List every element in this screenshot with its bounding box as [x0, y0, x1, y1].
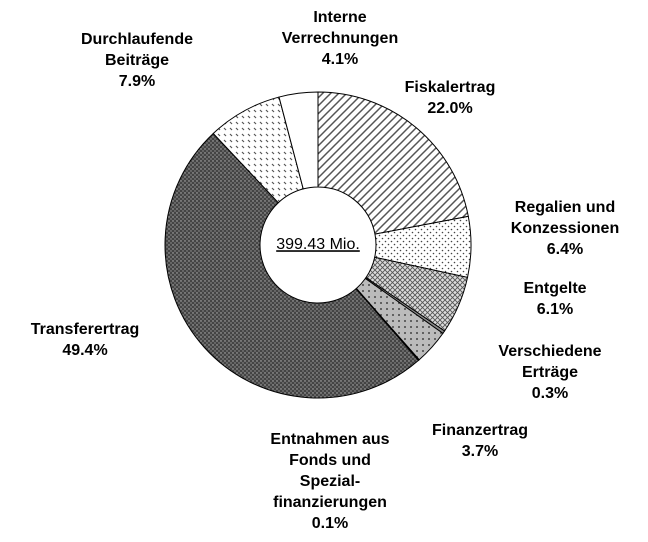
slice-label: Entnahmen aus [270, 431, 389, 448]
slice-label: Durchlaufende [81, 31, 193, 48]
value-label: 0.1% [312, 515, 348, 532]
value-label: 22.0% [427, 100, 472, 117]
slice-label: Interne [313, 9, 366, 26]
slice-label: Verrechnungen [282, 30, 398, 47]
slice-label: Fonds und [289, 452, 371, 469]
slice-label: finanzierungen [273, 494, 387, 511]
value-label: 6.4% [547, 241, 583, 258]
slice-label: Regalien und [515, 199, 615, 216]
value-label: 7.9% [119, 73, 155, 90]
slice-label: Beiträge [105, 52, 169, 69]
slice-label: Transferertrag [31, 321, 140, 338]
slice-label: Verschiedene [498, 343, 601, 360]
value-label: 6.1% [537, 301, 573, 318]
slice-label: Spezial- [300, 473, 360, 490]
value-label: 49.4% [62, 342, 107, 359]
slice-label: Entgelte [523, 280, 586, 297]
slice-label: Konzessionen [511, 220, 619, 237]
wedge [164, 132, 420, 399]
slice-label: Fiskalertrag [405, 79, 496, 96]
wedge [317, 91, 469, 235]
value-label: 4.1% [322, 51, 358, 68]
slice-label: Erträge [522, 364, 578, 381]
value-label: 0.3% [532, 385, 568, 402]
slice-label: Finanzertrag [432, 422, 528, 439]
center-total[interactable]: 399.43 Mio. [276, 236, 360, 253]
wedge [278, 91, 319, 190]
value-label: 3.7% [462, 443, 498, 460]
